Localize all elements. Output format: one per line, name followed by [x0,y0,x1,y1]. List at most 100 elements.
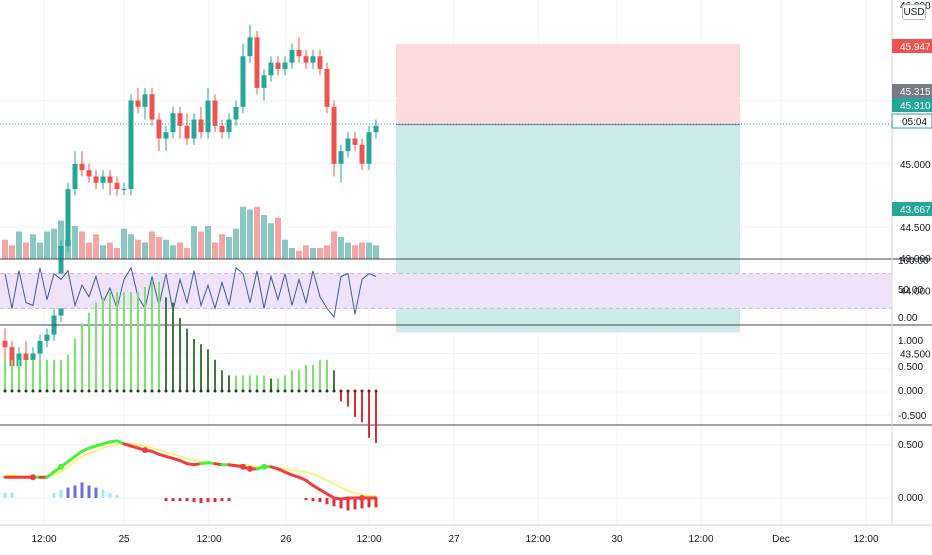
stop-price-tag: 45.947 [900,42,931,53]
osc-hist-bar [325,498,329,505]
time-tick-label: 12:00 [356,534,381,545]
osc-hist-bar [73,485,77,498]
macd-bar [375,391,377,443]
volume-bar [128,234,134,259]
candle [79,151,85,177]
candle-body [163,132,169,139]
volume-bar [268,223,274,259]
candle-body [233,106,239,120]
candle [212,94,218,133]
macd-dot [332,389,336,393]
macd-bar [200,344,202,391]
macd-bar [4,359,6,391]
candle-body [324,68,330,107]
osc-hist-bar [318,498,322,503]
macd-bar [354,391,356,417]
candle [93,170,99,190]
entry-price-tag: 45.310 [900,101,931,112]
price-axis: 46.00045.50045.00044.50044.00043.50043.0… [891,1,932,504]
macd-histogram [3,281,378,443]
macd-bar [95,302,97,391]
osc-hist-bar [3,492,7,498]
macd-dot [262,389,266,393]
macd-axis-label: 0.000 [898,386,923,397]
macd-bar [144,287,146,391]
candle [282,56,288,76]
volume-bar [44,231,50,259]
macd-bar [39,359,41,391]
volume-bar [289,248,295,259]
volume-bar [345,242,351,259]
current-price-tag-bg [892,84,932,98]
stoch-line [4,266,377,319]
candle-body [226,119,232,133]
macd-bar [326,359,328,391]
volume-bar [9,245,15,259]
macd-bar [81,323,83,391]
macd-axis-label: 1.000 [898,336,923,347]
macd-dot [31,389,35,393]
time-tick-label: 12:00 [525,534,550,545]
volume-bar [205,226,211,259]
price-tick-label: 45.000 [900,160,931,171]
candle [163,125,169,152]
volume-bar [373,245,379,259]
volume-bar [303,245,309,259]
macd-dot [73,389,77,393]
entry-price-tag-bg [892,98,932,112]
candle [317,49,323,76]
osc-hist-bar [178,498,182,502]
volume-bar [16,231,22,259]
candle [254,30,260,95]
macd-dot [192,389,196,393]
volume-bar [170,245,176,259]
macd-bar [11,359,13,391]
macd-bar [291,370,293,391]
stoch-axis-label: 100.00 [898,256,929,267]
osc-hist-bar [360,498,364,509]
target-price-tag-bg [892,202,932,216]
osc-cross-marker [58,463,64,470]
macd-dot [367,389,371,393]
volume-bar [240,206,246,259]
macd-dot [101,389,105,393]
volume-bar [37,242,43,259]
osc-cross-marker [261,463,267,470]
candle-body [275,62,281,69]
macd-bar [88,313,90,391]
macd-bar [277,378,279,391]
volume-bar [79,231,85,259]
candle [296,37,302,63]
volume-bar [254,206,260,259]
osc-hist-bar [227,498,231,502]
osc-hist-bar [374,498,378,508]
volume-bar [226,237,232,259]
macd-bar [242,375,244,391]
currency-badge[interactable]: USD [902,4,926,20]
volume-bar [72,226,78,259]
candle-body [23,353,29,360]
candle [247,24,253,63]
macd-bar [368,391,370,438]
macd-dot [129,389,133,393]
candle [303,49,309,69]
macd-dot [143,389,147,393]
candle [121,182,127,196]
osc-hist-bar [199,498,203,504]
candle [226,113,232,139]
macd-bar [214,359,216,391]
volume-bar [338,237,344,259]
candle [275,56,281,76]
candle [359,138,365,171]
macd-dot [213,389,217,393]
osc-axis-label: 0.500 [898,440,923,451]
candle-body [352,138,358,145]
osc-hist-bar [311,498,315,502]
candle [261,68,267,101]
macd-bar [165,297,167,391]
macd-bar [25,359,27,391]
candle-body [65,189,71,247]
candle [289,43,295,69]
